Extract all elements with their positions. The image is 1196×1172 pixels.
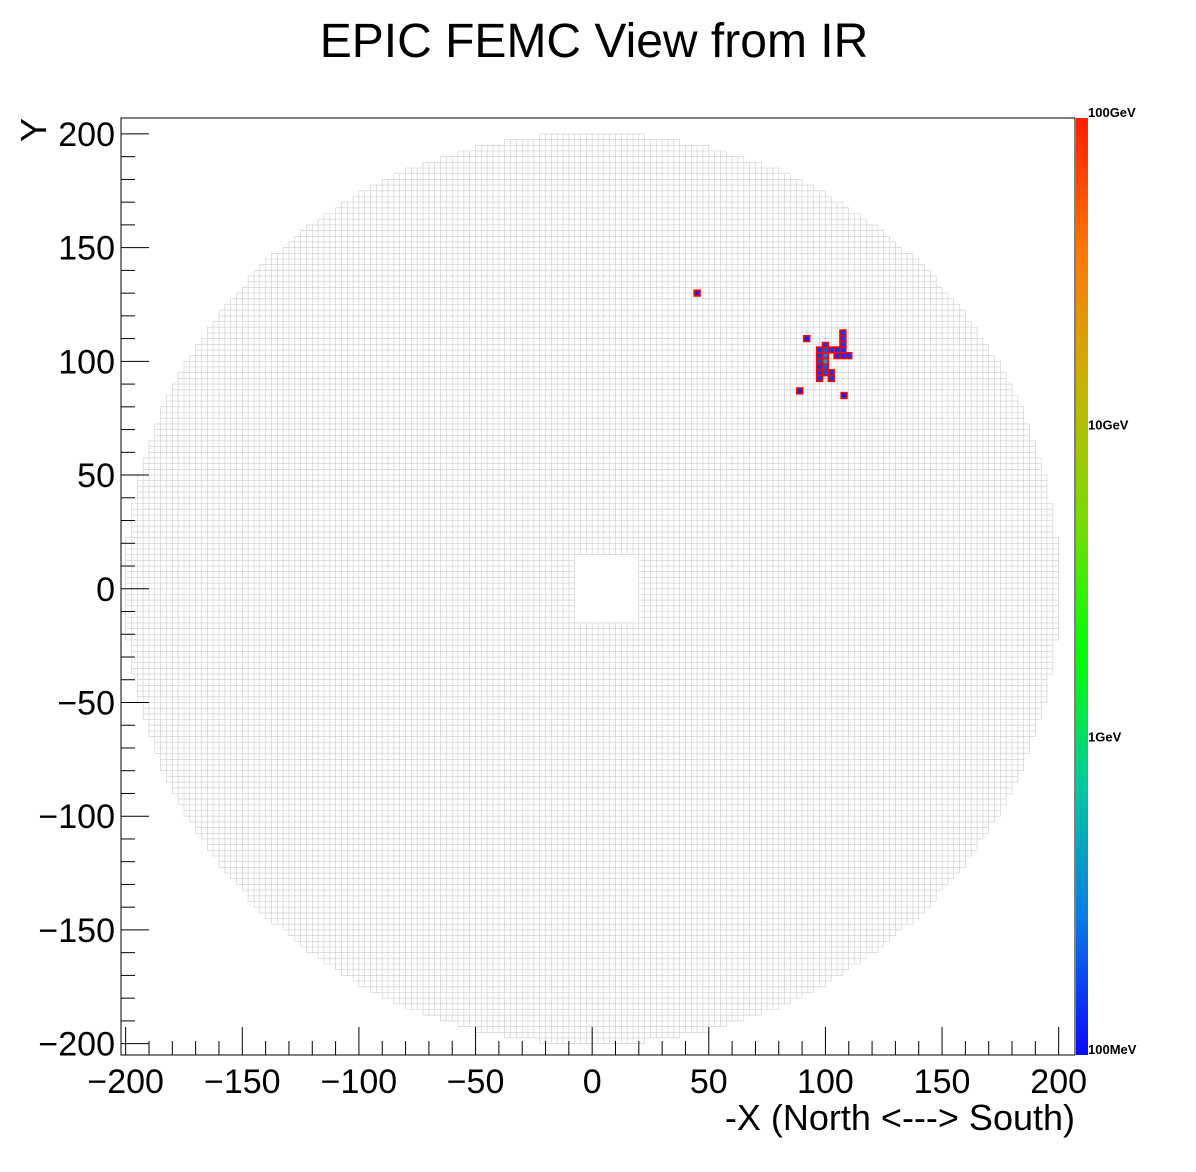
hit-cell [827,346,835,354]
y-tick-label: 0 [96,571,115,609]
hit-cell [821,369,830,377]
plot-frame [120,117,1076,1056]
x-tick-label: −100 [321,1063,398,1101]
hit-cell [815,369,824,377]
x-tick-label: 50 [690,1063,728,1101]
hit-cell [693,289,701,297]
detector-grid [125,133,1059,1044]
colorbar: 100GeV 10GeV 1GeV 100MeV [1076,105,1137,1057]
hit-layer [693,289,853,400]
hit-cell [840,391,848,400]
x-tick-label: −150 [204,1063,281,1101]
hit-cell [796,387,804,395]
hit-cell [815,363,824,371]
y-tick-label: 50 [77,457,115,495]
x-tick-label: −200 [87,1063,164,1101]
y-tick-label: −50 [57,684,115,722]
x-tick-label: −50 [447,1063,505,1101]
hit-cell [839,340,847,348]
hit-cell [839,334,847,343]
axes: −200 −150 −100 −50 0 50 100 150 200 −200 −150 −100 −… [38,116,1087,1101]
hit-cell [803,334,811,343]
colorbar-label: 10GeV [1088,417,1129,432]
x-tick-label: 200 [1030,1063,1087,1101]
hit-cell [815,346,824,354]
hit-cell [821,352,830,360]
hit-cell [827,374,835,383]
hit-cell [845,352,853,360]
hit-cell [821,363,830,371]
hit-cell [815,357,824,365]
hit-cell [839,352,847,360]
hit-cell [815,374,824,383]
hit-cell [821,357,830,365]
hit-cell [821,346,830,354]
x-tick-label: 100 [797,1063,854,1101]
hit-cell [839,346,847,354]
hit-cell [839,329,847,337]
colorbar-label: 100MeV [1088,1042,1137,1057]
chart-title: EPIC FEMC View from IR [319,15,869,68]
y-tick-label: −150 [38,912,115,950]
hit-cell [827,369,835,377]
y-tick-label: 100 [58,343,115,381]
y-tick-label: 150 [58,230,115,268]
x-axis-label: -X (North <---> South) [725,1097,1075,1138]
x-tick-label: 0 [583,1063,602,1101]
calorimeter-cells [125,133,1059,1044]
colorbar-label: 1GeV [1088,730,1122,745]
hit-cell [833,352,841,360]
hit-cell [815,352,824,360]
y-tick-label: −100 [38,798,115,836]
hit-cell [833,346,841,354]
colorbar-bar [1076,118,1088,1055]
y-axis-label: Y [13,118,54,142]
y-tick-label: −200 [38,1026,115,1064]
y-tick-label: 200 [58,116,115,154]
colorbar-label: 100GeV [1088,105,1136,120]
x-tick-label: 150 [914,1063,971,1101]
